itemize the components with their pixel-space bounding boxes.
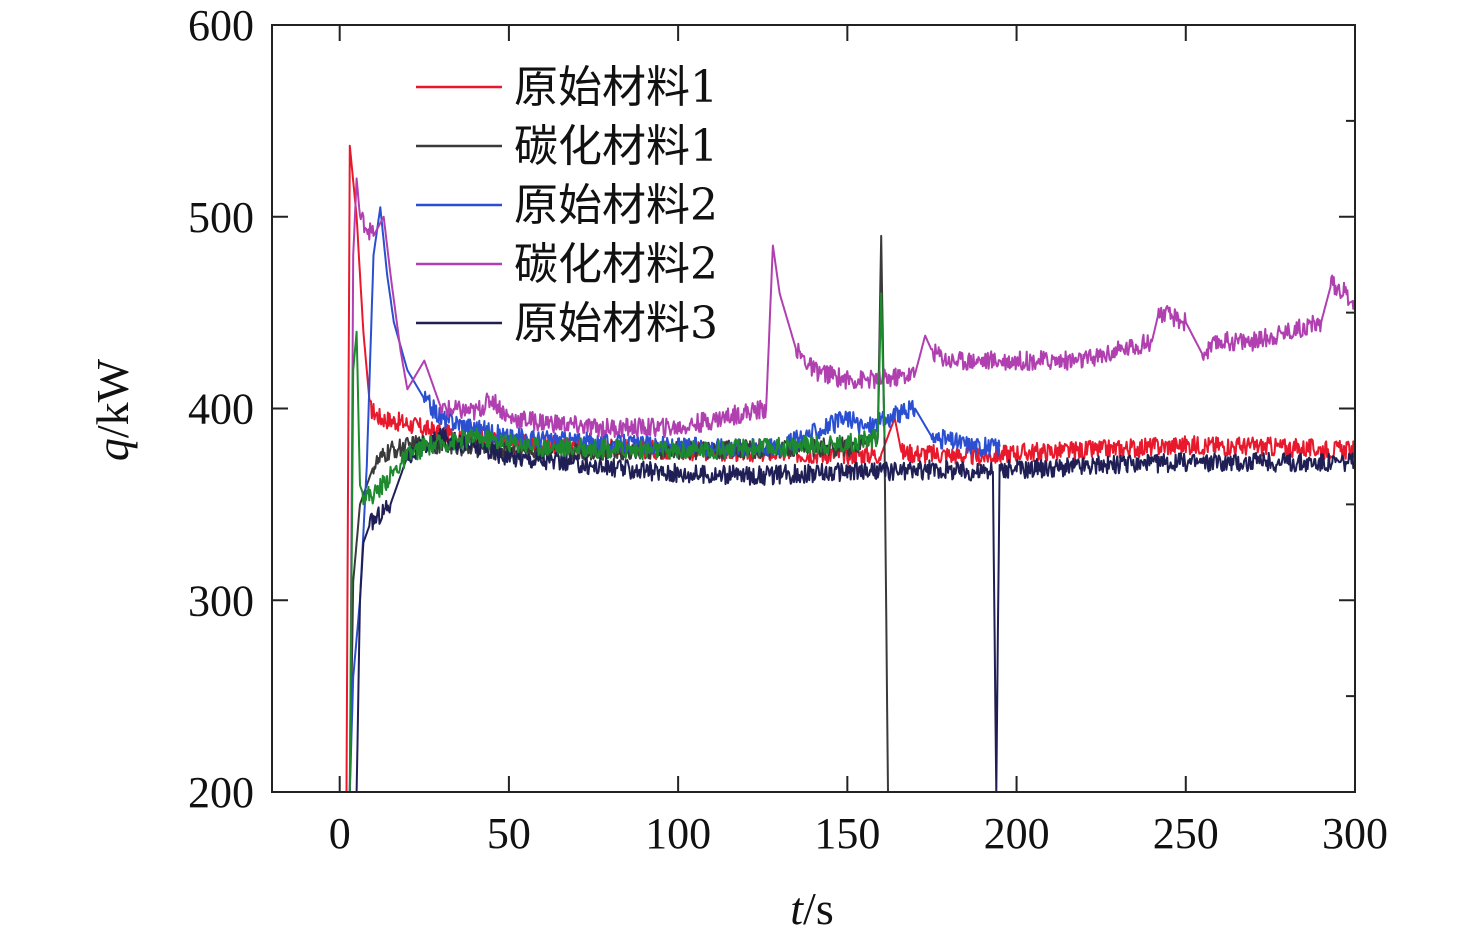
y-tick-label: 500 bbox=[188, 193, 254, 242]
y-axis-title: q/kW bbox=[87, 358, 138, 461]
y-axis-unit: /kW bbox=[87, 358, 138, 438]
x-tick-label: 150 bbox=[814, 809, 880, 858]
legend-label-2: 碳化材料1 bbox=[514, 121, 718, 172]
y-tick-label: 400 bbox=[188, 385, 254, 434]
x-axis-title: t/s bbox=[790, 883, 833, 934]
x-tick-label: 200 bbox=[984, 809, 1050, 858]
series-line-3 bbox=[348, 206, 1001, 793]
x-tick-label: 300 bbox=[1322, 809, 1388, 858]
x-axis-variable: t bbox=[790, 883, 804, 934]
series-line-5 bbox=[355, 427, 1356, 793]
series-layer bbox=[345, 144, 1356, 793]
legend-label-4: 碳化材料2 bbox=[514, 239, 718, 290]
legend-label-1: 原始材料1 bbox=[514, 62, 718, 113]
x-tick-label: 0 bbox=[329, 809, 351, 858]
legend-label-3: 原始材料2 bbox=[514, 180, 718, 231]
y-tick-label: 300 bbox=[188, 576, 254, 625]
x-tick-label: 100 bbox=[645, 809, 711, 858]
series-line-4 bbox=[348, 177, 1356, 793]
axis-ticks: 0 50 100 150 200 250 300 200 300 400 500 600 bbox=[188, 1, 1388, 858]
y-tick-label: 200 bbox=[188, 768, 254, 817]
series-line-6 bbox=[348, 292, 886, 793]
x-tick-label: 250 bbox=[1153, 809, 1219, 858]
x-tick-label: 50 bbox=[487, 809, 531, 858]
y-axis-variable: q bbox=[87, 438, 138, 461]
y-tick-label: 600 bbox=[188, 1, 254, 50]
legend-label-5: 原始材料3 bbox=[514, 298, 718, 349]
x-axis-unit: /s bbox=[803, 883, 834, 934]
legend: 原始材料1 碳化材料1 原始材料2 碳化材料2 原始材料3 bbox=[416, 62, 718, 349]
